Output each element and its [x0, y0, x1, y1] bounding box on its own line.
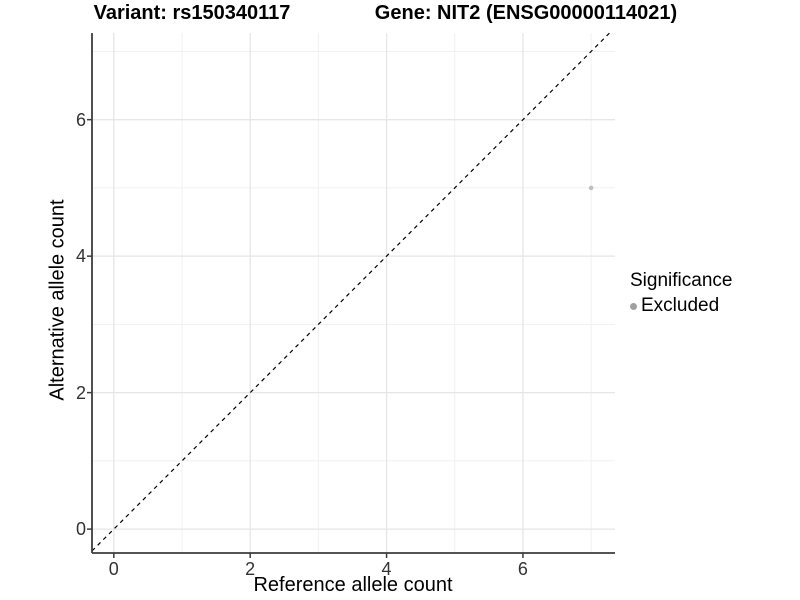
legend: Significance Excluded [630, 270, 732, 317]
legend-item-excluded: Excluded [630, 295, 732, 317]
x-tick-label: 6 [517, 559, 528, 579]
y-tick-label: 2 [75, 382, 86, 403]
y-tick-label: 6 [75, 109, 86, 130]
excluded-point-icon [630, 302, 637, 310]
plot-title-gene: Gene: NIT2 (ENSG00000114021) [374, 2, 678, 24]
y-tick-label: 4 [75, 246, 86, 267]
identity-line [91, 32, 610, 552]
data-point [588, 185, 594, 191]
y-tick-label: 0 [75, 519, 86, 540]
x-tick-label: 2 [245, 559, 256, 579]
legend-item-label: Excluded [641, 295, 720, 316]
legend-title: Significance [630, 270, 733, 291]
x-axis-title: Reference allele count [253, 574, 453, 596]
y-axis-title: Alternative allele count [46, 199, 69, 401]
x-tick-label: 4 [381, 559, 392, 579]
plot-title-variant: Variant: rs150340117 [93, 2, 291, 24]
x-tick-label: 0 [108, 559, 119, 579]
